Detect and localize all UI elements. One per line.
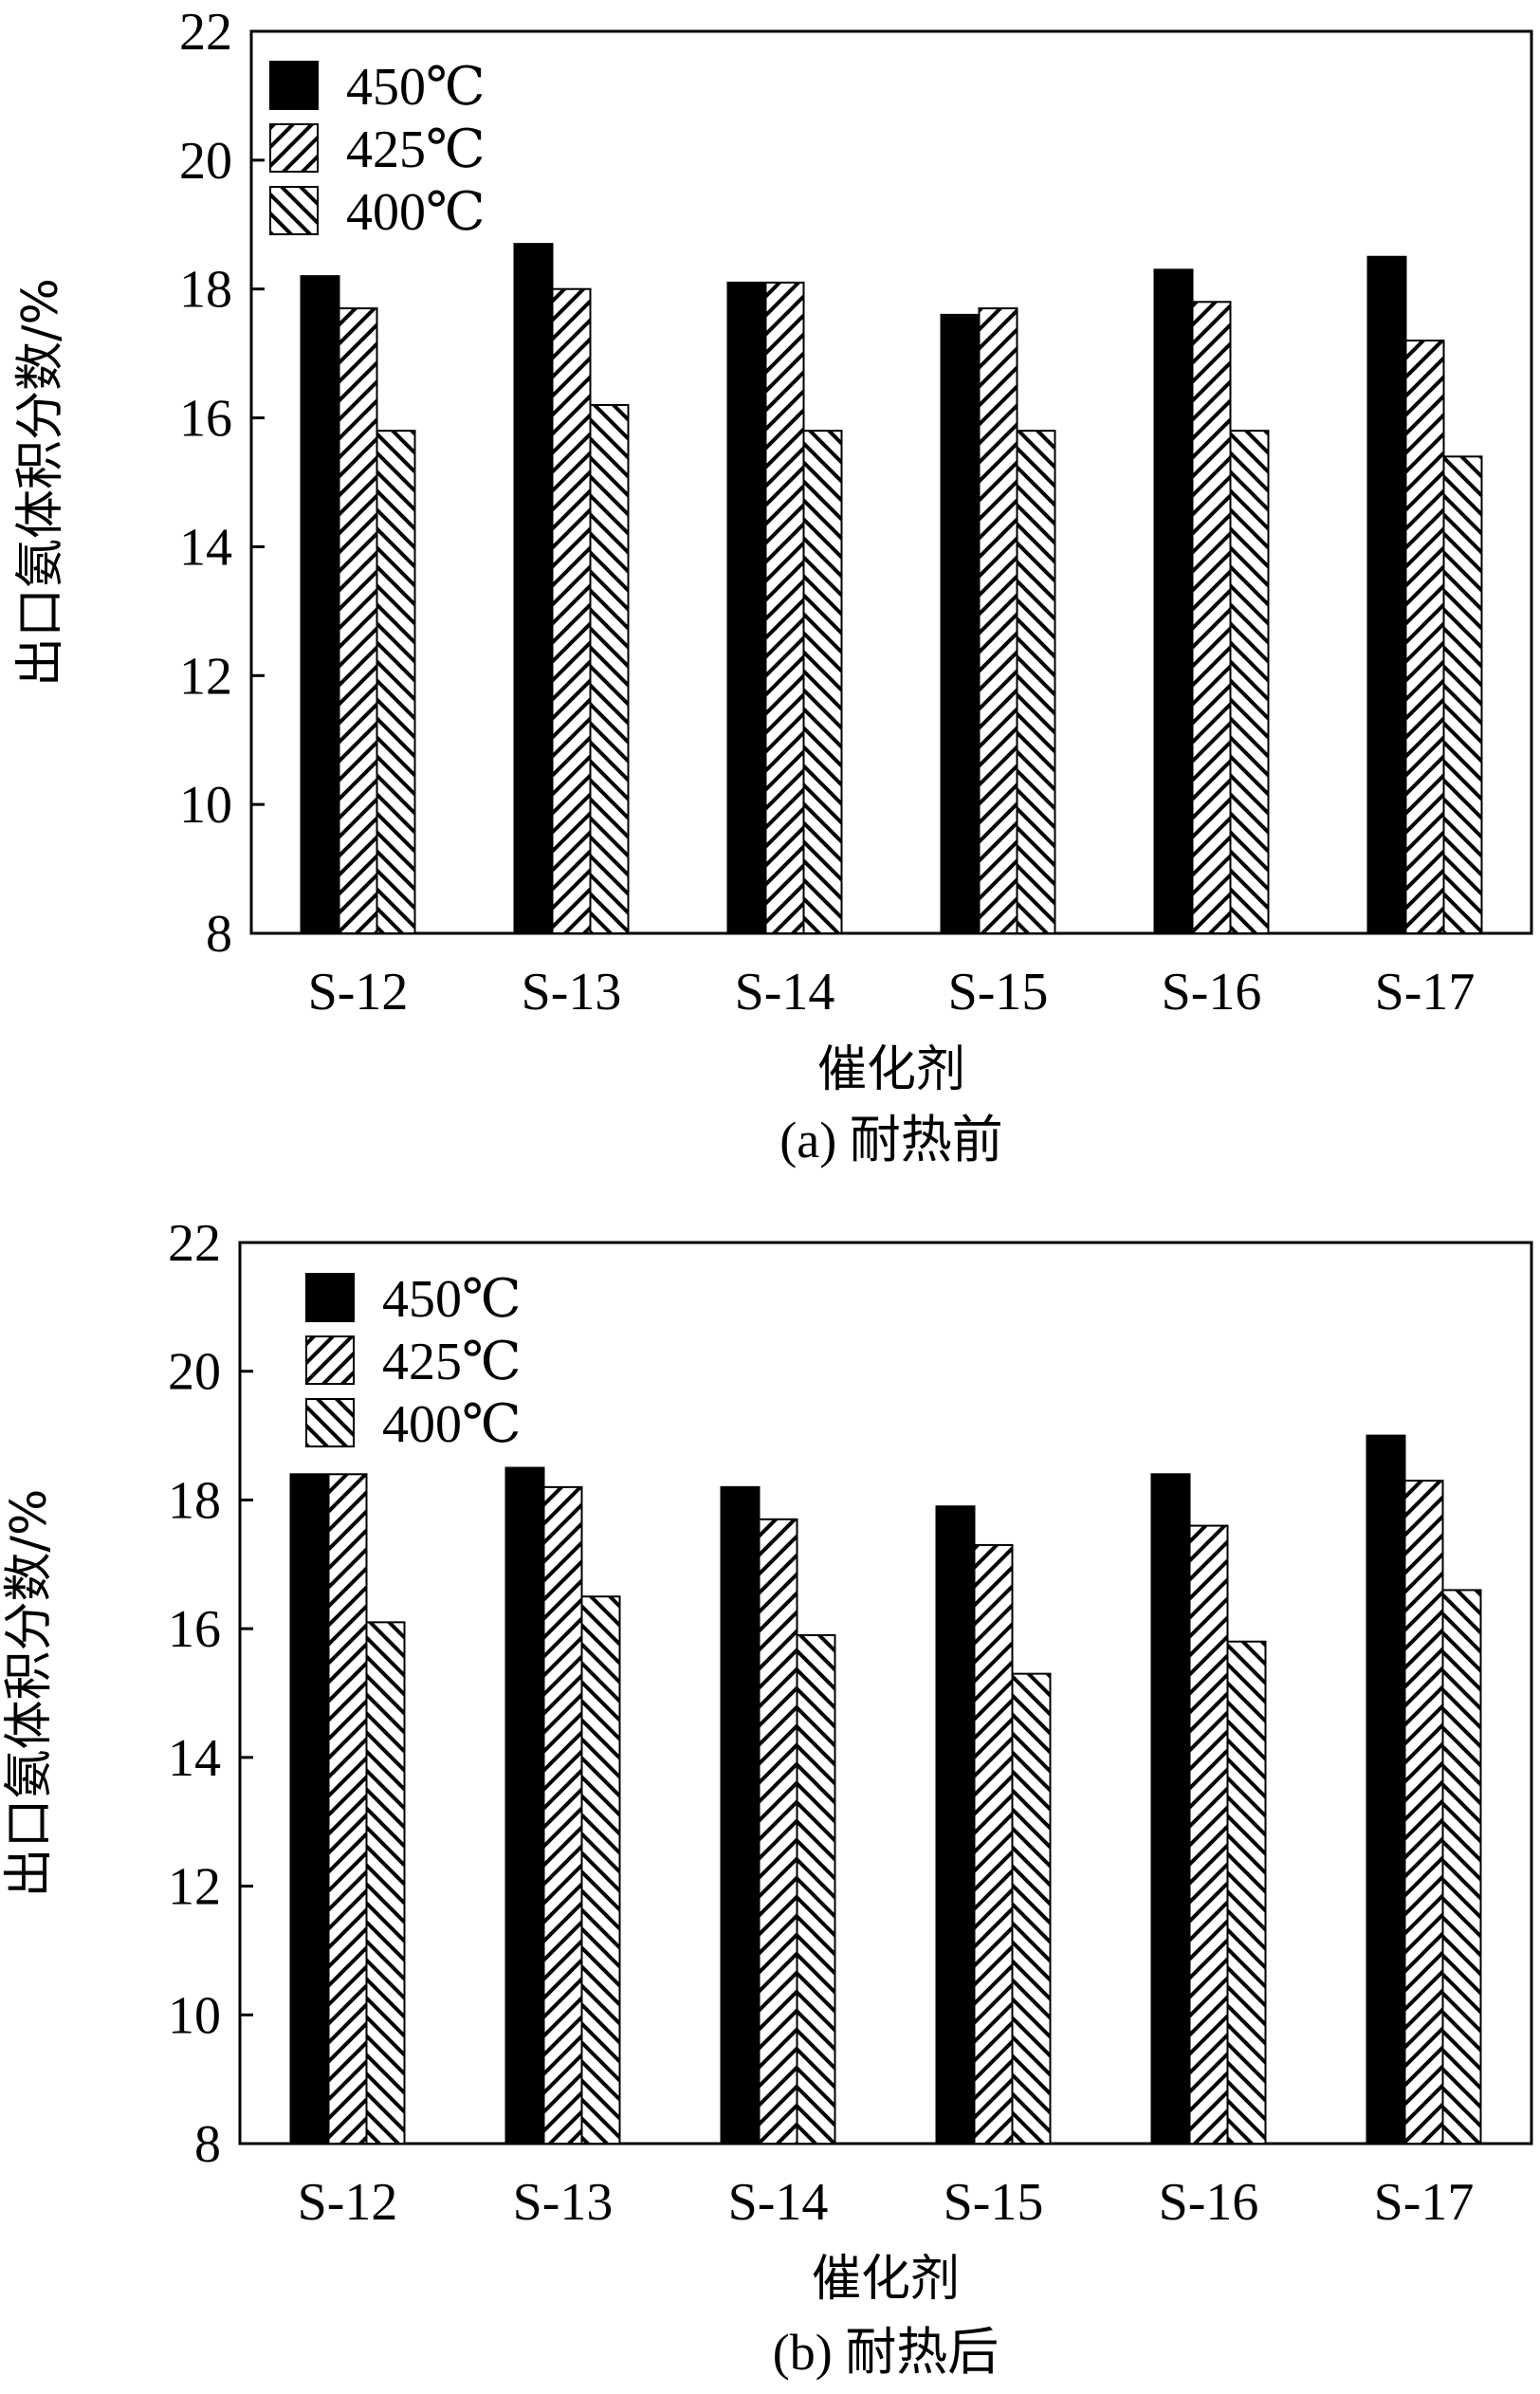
x-axis-title: 催化剂 xyxy=(817,1041,965,1098)
y-tick-label: 8 xyxy=(194,2115,221,2174)
y-tick-label: 20 xyxy=(168,1343,221,1402)
bar-s-13-series-1 xyxy=(551,287,592,934)
chart-b: 8 10 12 14 16 18 20 22 S-12 S-13 S-14 S-15 S-16 S-17 出… xyxy=(1,1214,1533,2381)
bar-s-15-series-2 xyxy=(1011,1672,1052,2145)
x-tick-label-s-13: S-13 xyxy=(522,963,622,1022)
x-tick-label-s-13: S-13 xyxy=(513,2173,614,2232)
legend-label-1: 425℃ xyxy=(346,120,486,179)
legend-swatch-1 xyxy=(305,1335,355,1385)
bar-s-17-series-0 xyxy=(1366,1434,1406,2145)
bar-s-14-series-2 xyxy=(802,430,843,934)
bar-s-13-series-2 xyxy=(589,403,630,934)
y-tick-label: 10 xyxy=(168,1986,221,2045)
y-tick-label: 12 xyxy=(179,647,232,706)
chart-caption: (a) 耐热前 xyxy=(779,1112,1002,1169)
bar-s-16-series-1 xyxy=(1191,301,1232,934)
x-tick-label-s-15: S-15 xyxy=(944,2173,1044,2232)
bar-s-13-series-2 xyxy=(580,1595,621,2145)
bar-s-13-series-0 xyxy=(504,1466,545,2145)
x-tick-label-s-14: S-14 xyxy=(728,2173,829,2232)
bar-s-14-series-1 xyxy=(764,281,805,934)
y-tick-label: 18 xyxy=(168,1471,221,1530)
legend-swatch-0 xyxy=(305,1273,355,1322)
x-tick-label-s-17: S-17 xyxy=(1375,963,1476,1022)
y-axis-title: 出口氨体积分数/% xyxy=(12,278,69,687)
bar-s-12-series-2 xyxy=(365,1621,406,2145)
bar-s-12-series-1 xyxy=(338,307,378,935)
x-tick-label-s-15: S-15 xyxy=(948,963,1049,1022)
bar-s-17-series-1 xyxy=(1404,340,1445,934)
legend-swatch-0 xyxy=(269,61,319,110)
y-tick-label: 22 xyxy=(168,1214,221,1273)
x-tick-label-s-12: S-12 xyxy=(298,2173,398,2232)
bar-s-16-series-0 xyxy=(1153,268,1194,935)
y-tick-label: 22 xyxy=(179,3,232,62)
legend-label-1: 425℃ xyxy=(382,1333,522,1391)
bar-s-17-series-2 xyxy=(1442,455,1483,934)
bar-s-14-series-2 xyxy=(796,1633,836,2145)
chart-a: 8 10 12 14 16 18 20 22 S-12 S-13 S-14 S-15 S-16 S-17 出… xyxy=(12,3,1533,1169)
x-tick-label-s-17: S-17 xyxy=(1374,2173,1475,2232)
x-axis-title: 催化剂 xyxy=(812,2251,960,2308)
bar-s-17-series-0 xyxy=(1366,255,1407,934)
bar-s-13-series-1 xyxy=(542,1485,583,2145)
y-tick-label: 14 xyxy=(168,1729,221,1788)
bar-s-12-series-2 xyxy=(376,430,416,934)
bar-s-12-series-0 xyxy=(289,1473,330,2145)
bar-s-14-series-0 xyxy=(726,281,767,934)
legend-swatch-1 xyxy=(269,123,319,173)
legend-label-2: 400℃ xyxy=(382,1395,522,1454)
bar-s-13-series-0 xyxy=(513,243,554,934)
legend-swatch-2 xyxy=(269,186,319,235)
y-axis-title: 出口氨体积分数/% xyxy=(1,1489,58,1898)
y-tick-label: 16 xyxy=(179,390,232,449)
plot-frame xyxy=(249,29,1533,935)
bar-s-16-series-2 xyxy=(1229,430,1270,934)
bar-s-15-series-0 xyxy=(935,1505,976,2145)
bar-s-14-series-0 xyxy=(720,1485,761,2145)
bar-s-16-series-0 xyxy=(1150,1473,1191,2145)
legend-label-0: 450℃ xyxy=(382,1270,522,1329)
bar-s-15-series-1 xyxy=(973,1543,1014,2145)
bar-s-16-series-1 xyxy=(1188,1524,1229,2145)
y-tick-label: 8 xyxy=(206,905,232,964)
bar-s-15-series-2 xyxy=(1016,430,1056,934)
x-tick-label-s-16: S-16 xyxy=(1162,963,1262,1022)
y-tick-label: 14 xyxy=(179,518,232,577)
chart-caption: (b) 耐热后 xyxy=(773,2324,999,2381)
plot-frame xyxy=(238,1241,1533,2145)
legend-swatch-2 xyxy=(305,1398,355,1447)
bar-s-15-series-0 xyxy=(940,313,981,934)
legend-label-0: 450℃ xyxy=(346,58,486,117)
y-tick-label: 18 xyxy=(179,261,232,320)
bar-s-14-series-1 xyxy=(758,1518,798,2145)
x-tick-label-s-16: S-16 xyxy=(1159,2173,1259,2232)
bar-s-17-series-2 xyxy=(1441,1589,1482,2145)
y-tick-label: 12 xyxy=(168,1858,221,1917)
bar-s-16-series-2 xyxy=(1226,1640,1267,2145)
bar-s-12-series-1 xyxy=(327,1473,368,2145)
x-tick-label-s-14: S-14 xyxy=(735,963,835,1022)
y-tick-label: 16 xyxy=(168,1600,221,1659)
y-tick-label: 10 xyxy=(179,776,232,835)
y-tick-label: 20 xyxy=(179,132,232,191)
x-tick-label-s-12: S-12 xyxy=(308,963,409,1022)
bar-s-12-series-0 xyxy=(300,275,340,934)
legend-label-2: 400℃ xyxy=(346,183,486,242)
bar-s-17-series-1 xyxy=(1403,1480,1444,2145)
bar-s-15-series-1 xyxy=(978,307,1018,935)
